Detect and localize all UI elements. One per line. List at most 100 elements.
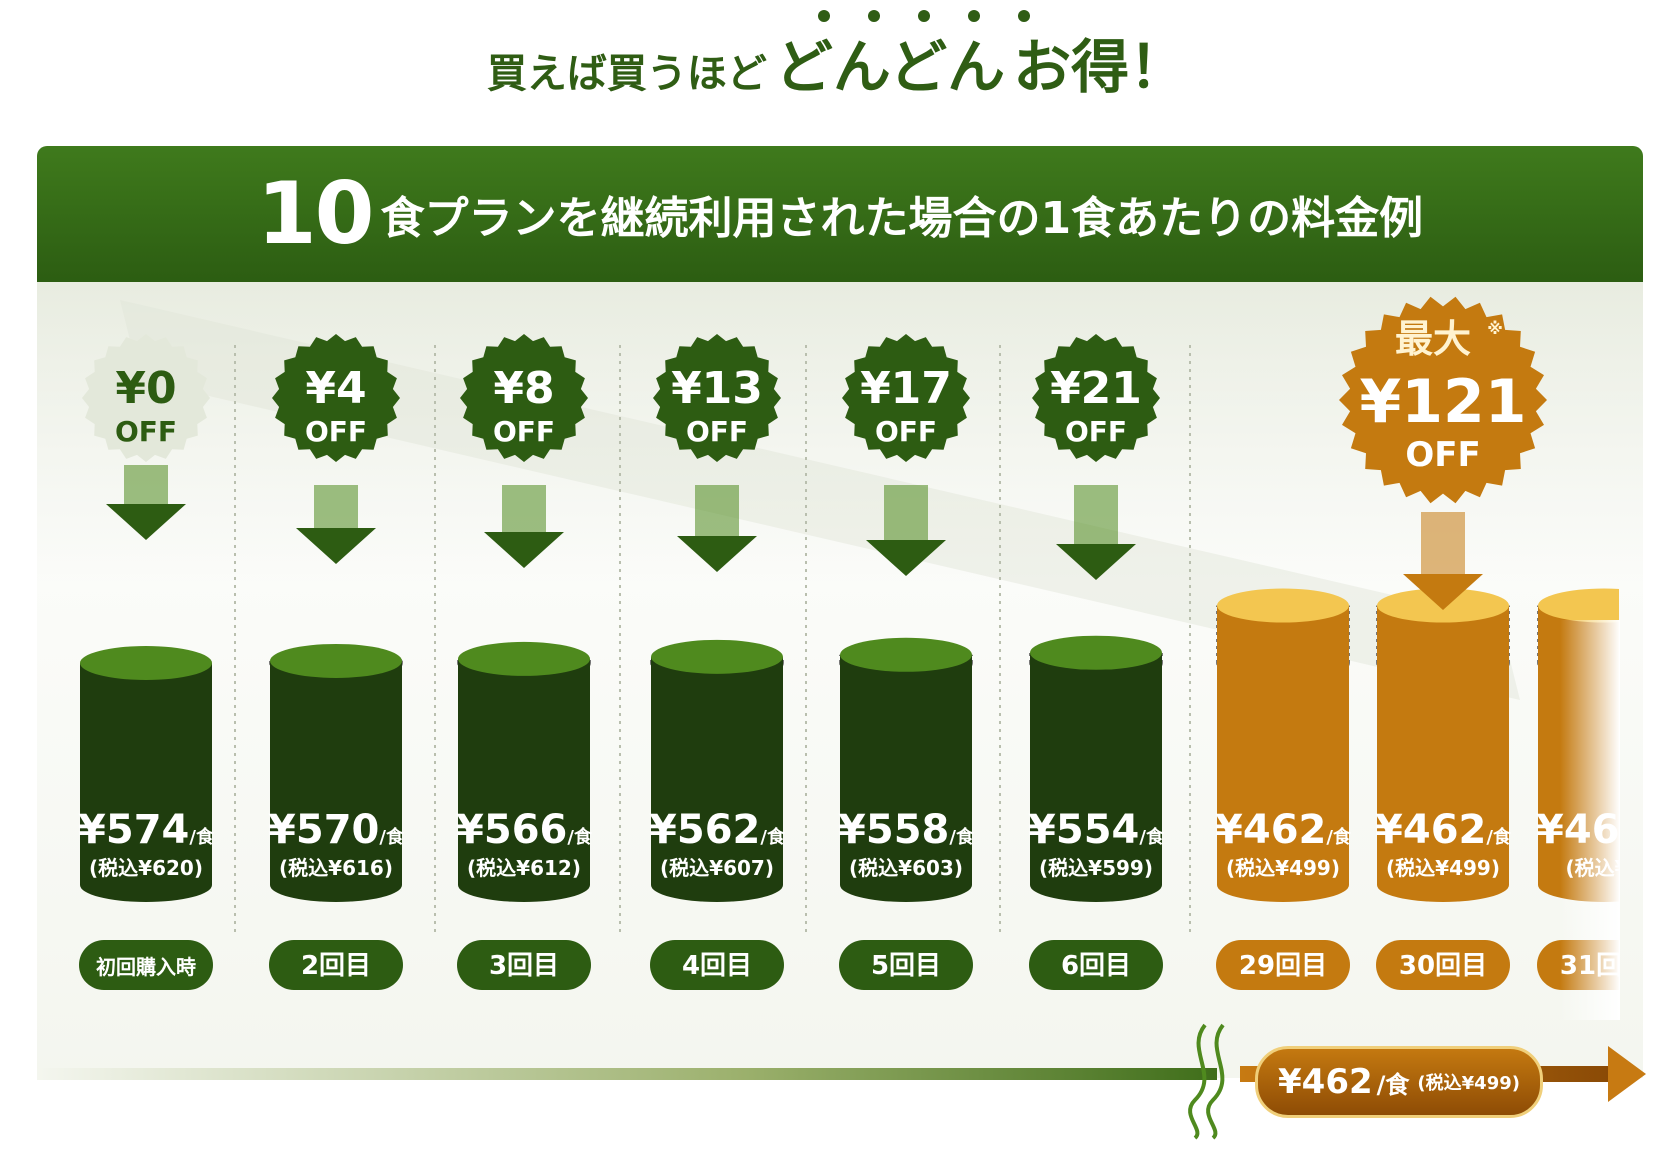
round-pill bbox=[79, 940, 213, 990]
price-label: ¥562/食 bbox=[649, 807, 786, 853]
off-word: OFF bbox=[1405, 435, 1480, 475]
max-mark: ※ bbox=[1487, 319, 1503, 338]
banner-text: 食プランを継続利用された場合の1食あたりの料金例 bbox=[380, 193, 1424, 244]
price-label: ¥574/食 bbox=[78, 807, 215, 853]
title-banner: 10 食プランを継続利用された場合の1食あたりの料金例 bbox=[37, 146, 1643, 282]
columns-group: ¥574/食(税込¥620)初回購入時¥0OFF¥570/食(税込¥616)2回… bbox=[78, 296, 1619, 990]
liquid-body bbox=[458, 658, 590, 902]
round-label: 初回購入時 bbox=[96, 955, 196, 979]
round-label: 2回目 bbox=[301, 951, 371, 981]
banner-number: 10 bbox=[256, 164, 375, 264]
down-arrow-icon bbox=[677, 536, 757, 572]
pill-unit: /食 bbox=[1376, 1070, 1410, 1099]
round-label: 5回目 bbox=[871, 951, 941, 981]
liquid-surface bbox=[270, 643, 402, 678]
liquid-surface bbox=[1538, 588, 1619, 623]
tax-label: (税込¥499) bbox=[1386, 856, 1500, 880]
tax-label: (税込¥616) bbox=[279, 856, 393, 880]
round-pill bbox=[1376, 940, 1510, 990]
liquid-surface bbox=[1217, 588, 1349, 623]
off-word: OFF bbox=[115, 415, 177, 448]
arrow-shaft bbox=[884, 485, 928, 542]
price-label: ¥558/食 bbox=[838, 807, 975, 853]
round-label: 30回目 bbox=[1399, 951, 1487, 981]
pill-tax: (税込¥499) bbox=[1417, 1073, 1520, 1094]
discount-badge bbox=[1032, 334, 1160, 462]
tax-label: (税込¥607) bbox=[660, 856, 774, 880]
max-label: 最大 bbox=[1395, 317, 1471, 361]
off-amount: ¥0 bbox=[115, 363, 176, 414]
break-squiggle-icon bbox=[1188, 1023, 1225, 1140]
off-amount: ¥8 bbox=[493, 363, 554, 414]
liquid-surface bbox=[458, 641, 590, 676]
round-pill bbox=[1216, 940, 1350, 990]
off-amount: ¥4 bbox=[305, 363, 366, 414]
down-arrow-icon bbox=[296, 528, 376, 564]
round-label: 4回目 bbox=[682, 951, 752, 981]
off-amount: ¥17 bbox=[860, 363, 952, 414]
liquid-body bbox=[80, 663, 212, 902]
discount-badge bbox=[842, 334, 970, 462]
off-word: OFF bbox=[875, 415, 937, 448]
round-pill bbox=[650, 940, 784, 990]
down-arrow-icon bbox=[1403, 574, 1483, 610]
discount-badge bbox=[272, 334, 400, 462]
price-label: ¥566/食 bbox=[456, 807, 593, 853]
arrow-shaft bbox=[502, 485, 546, 534]
tax-label: (税込¥603) bbox=[849, 856, 963, 880]
price-column: ¥462/食 (税込¥499) 29回目 bbox=[1215, 588, 1352, 990]
timeline-arrow-head bbox=[1608, 1046, 1646, 1102]
arrow-shaft bbox=[695, 485, 739, 538]
off-word: OFF bbox=[686, 415, 748, 448]
discount-badge bbox=[82, 334, 210, 462]
off-amount: ¥121 bbox=[1360, 367, 1527, 437]
tax-label: (税込¥499) bbox=[1226, 856, 1340, 880]
arrow-shaft bbox=[1074, 485, 1118, 546]
liquid-surface bbox=[1030, 635, 1162, 670]
round-label: 29回目 bbox=[1239, 951, 1327, 981]
tax-label: (税込¥620) bbox=[89, 856, 203, 880]
liquid-body bbox=[651, 656, 783, 902]
timeline-bar bbox=[37, 1068, 1217, 1080]
discount-badge bbox=[653, 334, 781, 462]
round-pill bbox=[457, 940, 591, 990]
right-fade bbox=[1560, 620, 1620, 1020]
off-amount: ¥13 bbox=[671, 363, 763, 414]
price-label: ¥462/食 bbox=[1375, 807, 1512, 853]
off-word: OFF bbox=[493, 415, 555, 448]
discount-badge bbox=[460, 334, 588, 462]
headline-part1: 買えば買うほど bbox=[486, 51, 767, 97]
headline: 買えば買うほど どんどん お得！ bbox=[0, 20, 1674, 104]
arrow-shaft bbox=[1421, 512, 1465, 576]
round-label: 3回目 bbox=[489, 951, 559, 981]
down-arrow-icon bbox=[866, 540, 946, 576]
arrow-shaft bbox=[124, 465, 168, 506]
round-pill bbox=[269, 940, 403, 990]
off-word: OFF bbox=[1065, 415, 1127, 448]
liquid-body bbox=[1377, 605, 1509, 902]
down-arrow-icon bbox=[484, 532, 564, 568]
max-discount-badge bbox=[1339, 296, 1547, 504]
price-label: ¥554/食 bbox=[1028, 807, 1165, 853]
down-arrow-icon bbox=[1056, 544, 1136, 580]
tax-label: (税込¥612) bbox=[467, 856, 581, 880]
liquid-body bbox=[1030, 652, 1162, 902]
round-pill bbox=[839, 940, 973, 990]
round-pill bbox=[1029, 940, 1163, 990]
liquid-surface bbox=[651, 639, 783, 674]
liquid-body bbox=[270, 660, 402, 902]
off-word: OFF bbox=[305, 415, 367, 448]
pill-price: ¥462 bbox=[1278, 1062, 1373, 1102]
headline-part3: お得！ bbox=[1013, 33, 1188, 101]
arrow-shaft bbox=[314, 485, 358, 530]
headline-part2: どんどん bbox=[774, 33, 1006, 101]
liquid-surface bbox=[840, 637, 972, 672]
off-amount: ¥21 bbox=[1050, 363, 1142, 414]
